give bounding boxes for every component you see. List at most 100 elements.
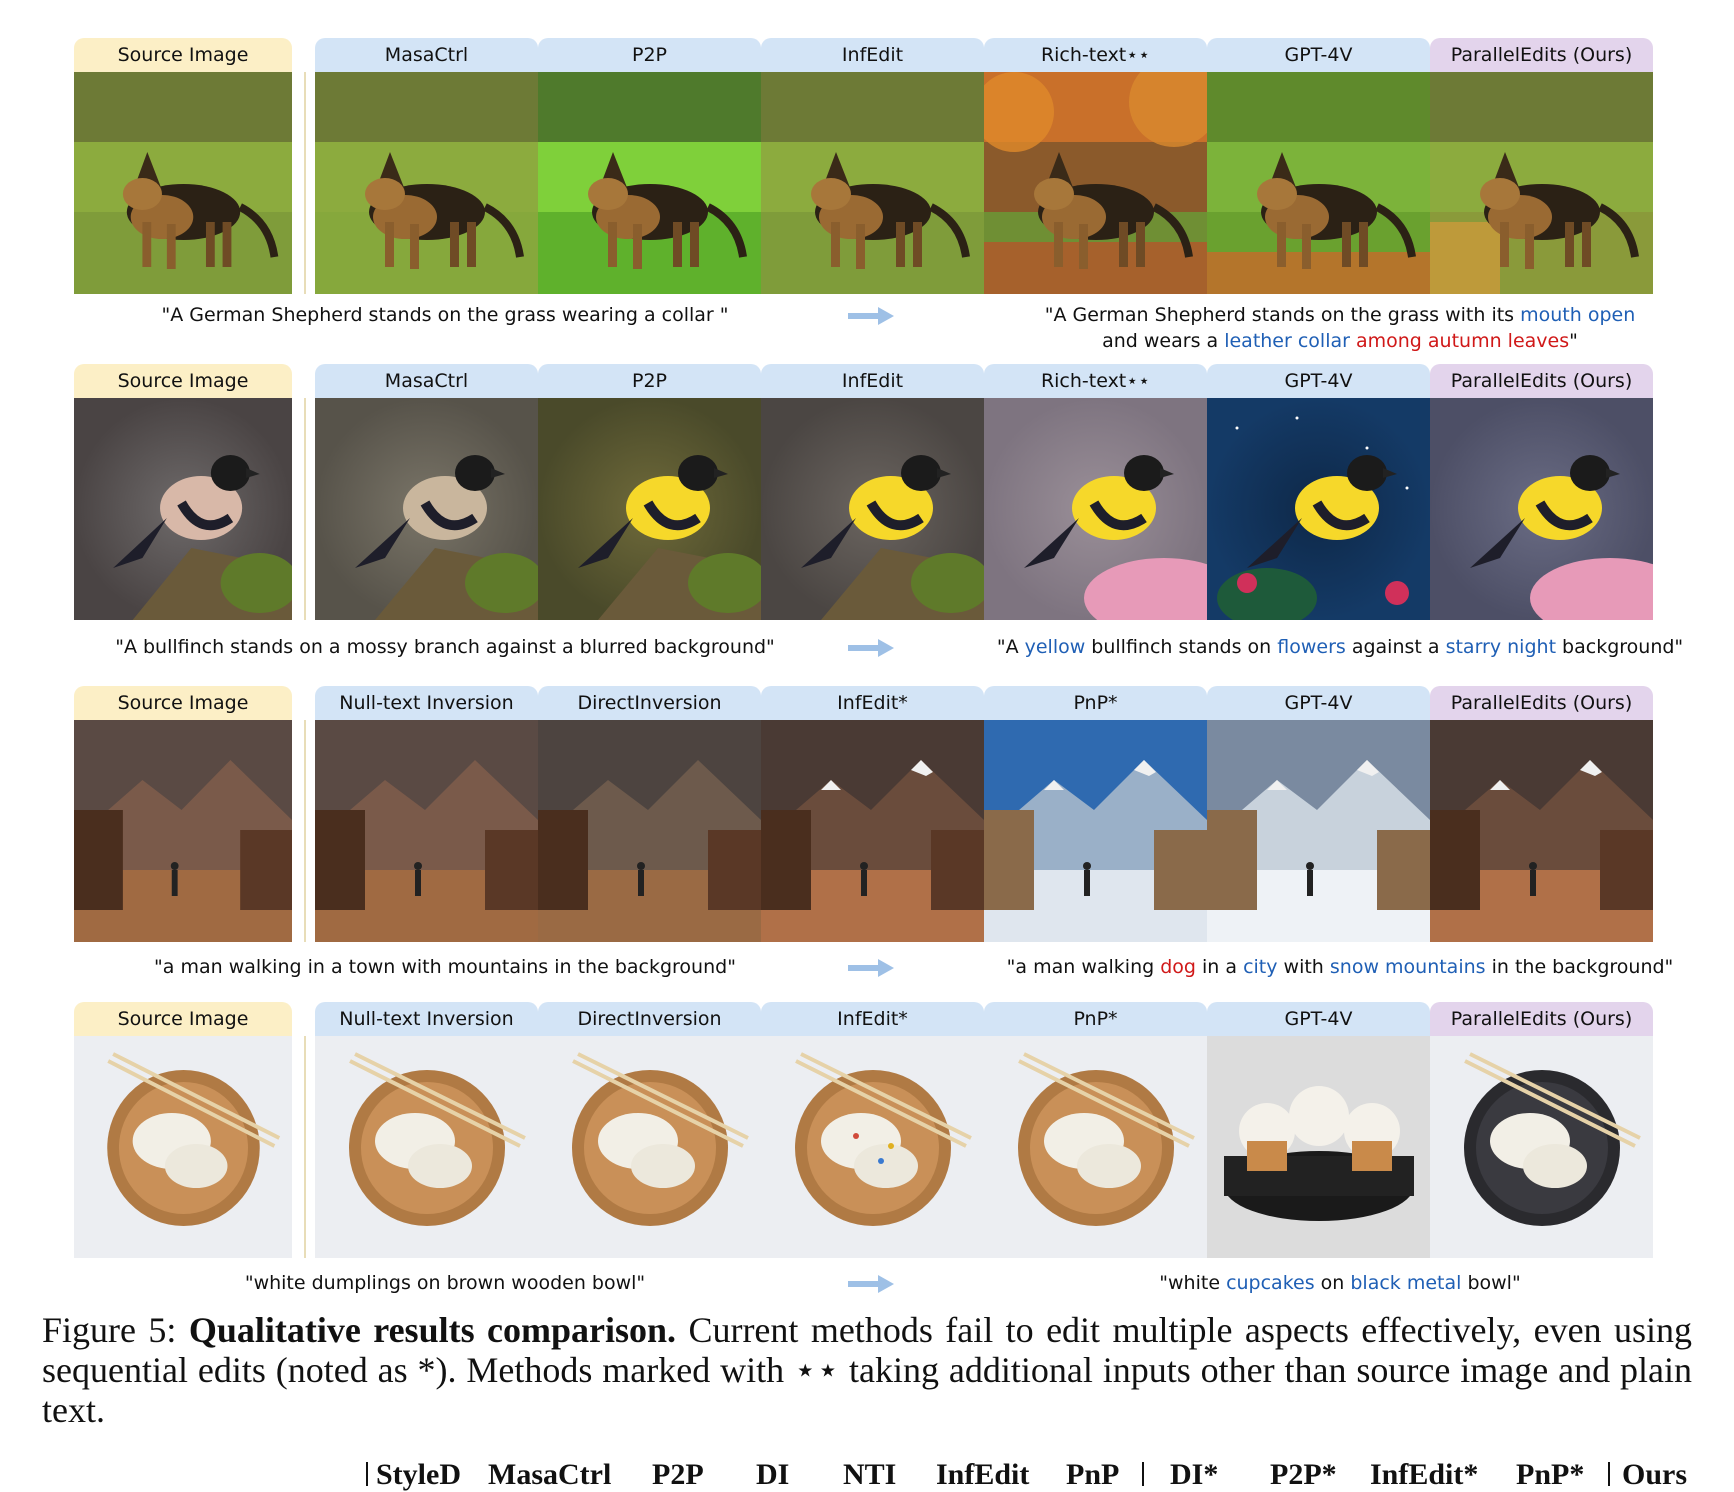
ours-method-label: ParallelEdits (Ours) xyxy=(1430,686,1653,720)
edited-image xyxy=(1430,398,1653,620)
table-column-header: P2P xyxy=(652,1458,704,1491)
table-column-header: PnP* xyxy=(1516,1458,1585,1491)
table-column-header: PnP xyxy=(1066,1458,1120,1491)
source-prompt: "A bullfinch stands on a mossy branch ag… xyxy=(115,636,775,658)
caption-label: Figure 5: xyxy=(42,1310,189,1350)
target-prompt: "a man walking dog in a city with snow m… xyxy=(960,954,1720,980)
source-image-label: Source Image xyxy=(74,686,292,720)
method-label: P2P xyxy=(538,38,761,72)
table-separator xyxy=(1608,1462,1610,1486)
method-label: InfEdit* xyxy=(761,1002,984,1036)
edited-image xyxy=(984,720,1207,942)
edited-image xyxy=(538,398,761,620)
edited-image xyxy=(1430,72,1653,294)
method-label: P2P xyxy=(538,364,761,398)
source-image-label: Source Image xyxy=(74,364,292,398)
method-label: DirectInversion xyxy=(538,686,761,720)
edited-image xyxy=(1207,72,1430,294)
prompt-segment: dog xyxy=(1160,956,1196,978)
prompt-segment: against a xyxy=(1345,636,1446,658)
source-prompt: "A German Shepherd stands on the grass w… xyxy=(161,304,729,326)
arrow-icon xyxy=(848,958,894,978)
edited-image xyxy=(538,720,761,942)
target-prompt-line: "A German Shepherd stands on the grass w… xyxy=(960,302,1720,328)
prompt-segment: snow mountains xyxy=(1329,956,1486,978)
edited-image xyxy=(538,1036,761,1258)
separator-line xyxy=(304,720,306,942)
source-prompt: "a man walking in a town with mountains … xyxy=(154,956,736,978)
edited-image xyxy=(761,1036,984,1258)
source-image xyxy=(74,1036,292,1258)
edited-image xyxy=(1207,398,1430,620)
separator-line xyxy=(304,398,306,620)
prompt-segment: flowers xyxy=(1277,636,1346,658)
target-prompt-line: "a man walking dog in a city with snow m… xyxy=(960,954,1720,980)
prompt-segment: on xyxy=(1314,1272,1351,1294)
separator-line xyxy=(304,72,306,294)
prompt-segment: and wears a xyxy=(1102,330,1225,352)
prompt-segment: "A xyxy=(996,636,1025,658)
edited-image xyxy=(1430,720,1653,942)
prompt-segment: city xyxy=(1243,956,1278,978)
prompt-segment: leather collar xyxy=(1224,330,1350,352)
method-label: GPT-4V xyxy=(1207,1002,1430,1036)
method-label: GPT-4V xyxy=(1207,364,1430,398)
method-label: DirectInversion xyxy=(538,1002,761,1036)
method-label: PnP* xyxy=(984,1002,1207,1036)
prompt-segment: bowl" xyxy=(1461,1272,1521,1294)
source-image xyxy=(74,398,292,620)
target-prompt: "A yellow bullfinch stands on flowers ag… xyxy=(960,634,1720,660)
method-label: GPT-4V xyxy=(1207,38,1430,72)
arrow-icon xyxy=(848,306,894,326)
table-column-header: StyleD xyxy=(376,1458,461,1491)
prompt-segment: among autumn leaves xyxy=(1355,330,1570,352)
edited-image xyxy=(315,72,538,294)
target-prompt-line: "white cupcakes on black metal bowl" xyxy=(960,1270,1720,1296)
table-column-header: DI xyxy=(756,1458,790,1491)
figure-caption: Figure 5: Qualitative results comparison… xyxy=(42,1310,1692,1430)
method-label: InfEdit xyxy=(761,38,984,72)
prompt-segment: bullfinch stands on xyxy=(1085,636,1278,658)
method-label: MasaCtrl xyxy=(315,38,538,72)
edited-image xyxy=(984,72,1207,294)
table-column-header: NTI xyxy=(843,1458,897,1491)
table-column-header: InfEdit* xyxy=(1370,1458,1479,1491)
ours-method-label: ParallelEdits (Ours) xyxy=(1430,38,1653,72)
prompt-segment: "a man walking xyxy=(1006,956,1161,978)
table-column-header: MasaCtrl xyxy=(488,1458,612,1491)
edited-image xyxy=(761,720,984,942)
prompt-segment: " xyxy=(1569,330,1578,352)
method-label: GPT-4V xyxy=(1207,686,1430,720)
prompt-segment: yellow xyxy=(1024,636,1086,658)
edited-image xyxy=(315,720,538,942)
prompt-segment: "A German Shepherd stands on the grass w… xyxy=(1044,304,1521,326)
prompt-segment: "white xyxy=(1159,1272,1227,1294)
arrow-icon xyxy=(848,1274,894,1294)
prompt-segment: starry night xyxy=(1445,636,1557,658)
prompt-segment: mouth open xyxy=(1520,304,1636,326)
prompt-segment: background" xyxy=(1556,636,1684,658)
prompt-segment: in the background" xyxy=(1485,956,1674,978)
ours-method-label: ParallelEdits (Ours) xyxy=(1430,364,1653,398)
method-label: Rich-text⋆⋆ xyxy=(984,364,1207,398)
source-image-label: Source Image xyxy=(74,38,292,72)
prompt-segment: with xyxy=(1277,956,1330,978)
target-prompt: "A German Shepherd stands on the grass w… xyxy=(960,302,1720,354)
method-label: InfEdit* xyxy=(761,686,984,720)
prompt-segment: cupcakes xyxy=(1226,1272,1315,1294)
target-prompt-line: and wears a leather collar among autumn … xyxy=(960,328,1720,354)
source-image xyxy=(74,72,292,294)
edited-image xyxy=(761,72,984,294)
source-prompt: "white dumplings on brown wooden bowl" xyxy=(244,1272,646,1294)
method-label: InfEdit xyxy=(761,364,984,398)
edited-image xyxy=(1430,1036,1653,1258)
edited-image xyxy=(984,1036,1207,1258)
table-column-header: DI* xyxy=(1170,1458,1219,1491)
edited-image xyxy=(315,398,538,620)
edited-image xyxy=(1207,1036,1430,1258)
prompt-segment: black metal xyxy=(1350,1272,1462,1294)
edited-image xyxy=(984,398,1207,620)
source-image xyxy=(74,720,292,942)
edited-image xyxy=(315,1036,538,1258)
source-image-label: Source Image xyxy=(74,1002,292,1036)
